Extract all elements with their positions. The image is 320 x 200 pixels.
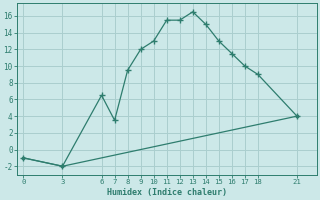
X-axis label: Humidex (Indice chaleur): Humidex (Indice chaleur) <box>107 188 227 197</box>
